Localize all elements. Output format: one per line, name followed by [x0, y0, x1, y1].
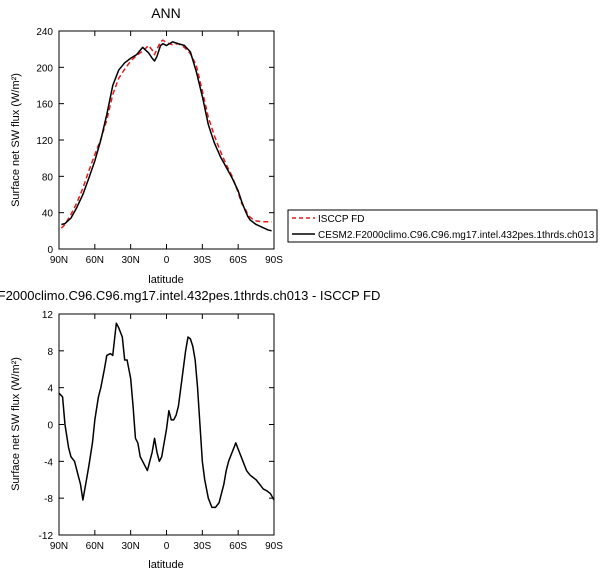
bottom-x-tick-label: 30N — [121, 541, 139, 552]
bottom-x-axis-label: latitude — [148, 559, 183, 571]
bottom-series-lines — [58, 322, 275, 509]
top-y-tick-label: 0 — [47, 245, 53, 256]
top-x-axis-label: latitude — [148, 274, 183, 286]
bottom-x-tick-label: 60S — [229, 541, 247, 552]
top-x-tick-label: 30S — [193, 255, 211, 266]
bottom-x-tick-label: 90S — [265, 541, 283, 552]
top-series-line-0 — [60, 39, 272, 229]
bottom-y-axis-ticks: -12 -8 -4 0 4 8 12 — [39, 310, 274, 542]
top-series-lines — [60, 39, 272, 232]
top-y-tick-label: 200 — [36, 63, 53, 74]
top-y-tick-label: 240 — [36, 27, 53, 38]
top-x-tick-label: 60N — [86, 255, 104, 266]
legend-label-isccp: ISCCP FD — [318, 214, 365, 225]
top-y-tick-label: 120 — [36, 136, 53, 147]
top-y-axis-label: Surface net SW flux (W/m²) — [10, 73, 22, 207]
top-y-tick-label: 80 — [42, 172, 54, 183]
top-plot-frame — [58, 30, 275, 250]
top-x-tick-label: 60S — [229, 255, 247, 266]
top-x-tick-label: 0 — [164, 255, 170, 266]
bottom-y-tick-label: 0 — [47, 421, 53, 432]
bottom-x-tick-label: 60N — [86, 541, 104, 552]
bottom-y-tick-label: -8 — [44, 494, 53, 505]
bottom-y-tick-label: 4 — [47, 384, 53, 395]
bottom-series-line-0 — [58, 322, 275, 509]
legend-label-cesm2: CESM2.F2000climo.C96.C96.mg17.intel.432p… — [318, 230, 595, 241]
bottom-y-tick-label: 12 — [42, 310, 54, 321]
bottom-x-axis-ticks: 90N 60N 30N 0 30S 60S 90S — [50, 314, 283, 552]
top-y-tick-label: 40 — [42, 209, 54, 220]
bottom-y-tick-label: -4 — [44, 457, 53, 468]
legend-frame — [287, 209, 598, 243]
top-x-tick-label: 90S — [265, 255, 283, 266]
top-x-tick-label: 30N — [121, 255, 139, 266]
top-x-tick-label: 90N — [50, 255, 68, 266]
bottom-x-tick-label: 0 — [164, 541, 170, 552]
top-y-tick-label: 160 — [36, 100, 53, 111]
bottom-x-tick-label: 30S — [193, 541, 211, 552]
bottom-difference-chart: F2000climo.C96.C96.mg17.intel.432pes.1th… — [0, 288, 380, 571]
bottom-chart-title: F2000climo.C96.C96.mg17.intel.432pes.1th… — [0, 288, 380, 303]
bottom-x-tick-label: 90N — [50, 541, 68, 552]
top-y-axis-ticks: 0 40 80 120 160 200 240 — [36, 27, 274, 256]
bottom-y-axis-label: Surface net SW flux (W/m²) — [10, 357, 22, 491]
top-x-axis-ticks: 90N 60N 30N 0 30S 60S 90S — [50, 31, 283, 266]
bottom-y-tick-label: -12 — [39, 531, 54, 542]
top-chart-title: ANN — [151, 5, 181, 21]
bottom-y-tick-label: 8 — [47, 347, 53, 358]
legend: ISCCP FD CESM2.F2000climo.C96.C96.mg17.i… — [287, 209, 598, 243]
top-series-line-1 — [61, 41, 272, 232]
